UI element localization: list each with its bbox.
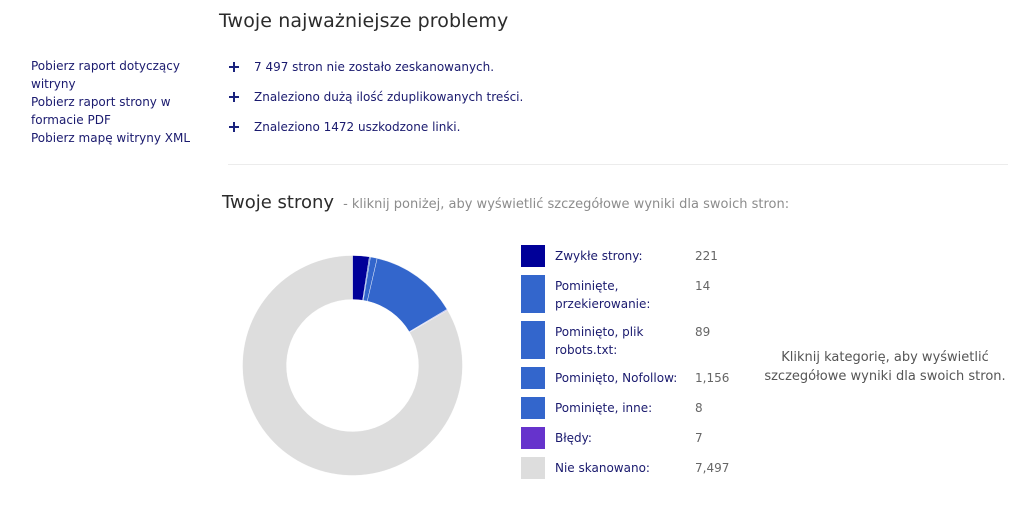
legend-label: Nie skanowano: <box>555 461 650 475</box>
legend-value: 1,156 <box>695 371 730 385</box>
plus-icon[interactable] <box>229 62 239 72</box>
legend-item[interactable]: Pominięte, inne: 8 <box>521 397 751 419</box>
pages-title: Twoje strony <box>222 192 335 213</box>
section-divider <box>228 164 1008 165</box>
legend-item[interactable]: Pominięte, przekierowanie: 14 <box>521 275 751 313</box>
legend-swatch <box>521 367 545 389</box>
legend-value: 221 <box>695 249 718 263</box>
legend-swatch <box>521 427 545 449</box>
problems-title: Twoje najważniejsze problemy <box>219 10 509 32</box>
pages-header: Twoje strony - kliknij poniżej, aby wyśw… <box>222 192 789 213</box>
pages-subtitle: - kliknij poniżej, aby wyświetlić szczeg… <box>343 197 790 212</box>
sidebar-download-links: Pobierz raport dotyczący witryny Pobierz… <box>31 57 201 147</box>
problem-text: Znaleziono dużą ilość zduplikowanych tre… <box>254 90 524 104</box>
plus-icon[interactable] <box>229 92 239 102</box>
legend-item[interactable]: Pominięto, Nofollow: 1,156 <box>521 367 751 389</box>
legend-item[interactable]: Błędy: 7 <box>521 427 751 449</box>
chart-legend: Zwykłe strony: 221 Pominięte, przekierowan… <box>521 245 751 487</box>
download-site-report-link[interactable]: Pobierz raport dotyczący witryny <box>31 59 180 91</box>
legend-label: Pominięte, inne: <box>555 401 653 415</box>
download-xml-sitemap-link[interactable]: Pobierz mapę witryny XML <box>31 131 191 145</box>
legend-value: 8 <box>695 401 703 415</box>
legend-value: 7 <box>695 431 703 445</box>
problem-item[interactable]: 7 497 stron nie zostało zeskanowanych. <box>228 52 523 82</box>
legend-swatch <box>521 275 545 313</box>
legend-label: Pominięto, plik robots.txt: <box>555 325 644 357</box>
pages-donut-chart[interactable] <box>242 255 463 476</box>
legend-label: Błędy: <box>555 431 592 445</box>
problem-text: 7 497 stron nie zostało zeskanowanych. <box>254 60 495 74</box>
donut-slice[interactable] <box>242 255 463 476</box>
legend-item[interactable]: Nie skanowano: 7,497 <box>521 457 751 479</box>
problem-item[interactable]: Znaleziono 1472 uszkodzone linki. <box>228 112 523 142</box>
legend-swatch <box>521 245 545 267</box>
plus-icon[interactable] <box>229 122 239 132</box>
download-pdf-report-link[interactable]: Pobierz raport strony w formacie PDF <box>31 95 171 127</box>
legend-value: 89 <box>695 325 711 339</box>
legend-swatch <box>521 397 545 419</box>
legend-item[interactable]: Pominięto, plik robots.txt: 89 <box>521 321 751 359</box>
legend-swatch <box>521 321 545 359</box>
legend-value: 7,497 <box>695 461 730 475</box>
legend-value: 14 <box>695 279 711 293</box>
problems-list: 7 497 stron nie zostało zeskanowanych. Z… <box>228 52 523 142</box>
legend-label: Pominięte, przekierowanie: <box>555 279 651 311</box>
legend-item[interactable]: Zwykłe strony: 221 <box>521 245 751 267</box>
problem-item[interactable]: Znaleziono dużą ilość zduplikowanych tre… <box>228 82 523 112</box>
category-hint: Kliknij kategorię, aby wyświetlić szczeg… <box>764 350 1006 384</box>
legend-label: Pominięto, Nofollow: <box>555 371 678 385</box>
legend-swatch <box>521 457 545 479</box>
problem-text: Znaleziono 1472 uszkodzone linki. <box>254 120 461 134</box>
legend-label: Zwykłe strony: <box>555 249 643 263</box>
